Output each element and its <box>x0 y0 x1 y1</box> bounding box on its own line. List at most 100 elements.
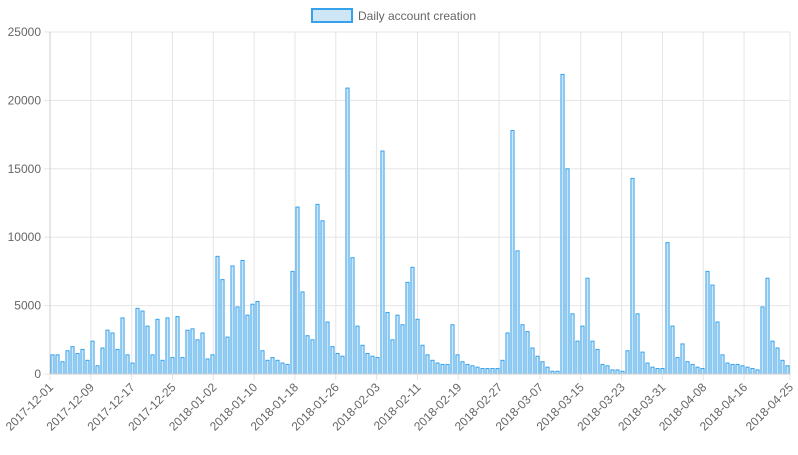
bar[interactable] <box>735 363 740 375</box>
bar[interactable] <box>415 318 420 375</box>
bar[interactable] <box>400 324 405 375</box>
bar[interactable] <box>380 150 385 375</box>
bar[interactable] <box>510 130 515 375</box>
bar[interactable] <box>685 361 690 375</box>
bar[interactable] <box>230 265 235 375</box>
bar[interactable] <box>705 270 710 375</box>
bar[interactable] <box>315 203 320 375</box>
bar[interactable] <box>245 314 250 375</box>
bar[interactable] <box>455 354 460 375</box>
bar[interactable] <box>190 328 195 375</box>
bar[interactable] <box>270 357 275 375</box>
bar[interactable] <box>495 368 500 375</box>
bar[interactable] <box>695 366 700 375</box>
bar[interactable] <box>500 359 505 375</box>
bar[interactable] <box>360 344 365 375</box>
bar[interactable] <box>265 359 270 375</box>
bar[interactable] <box>235 306 240 375</box>
bar[interactable] <box>65 350 70 375</box>
bar[interactable] <box>60 361 65 375</box>
bar[interactable] <box>320 220 325 375</box>
bar[interactable] <box>290 270 295 375</box>
bar[interactable] <box>145 325 150 375</box>
bar[interactable] <box>375 357 380 375</box>
bar[interactable] <box>305 335 310 375</box>
bar[interactable] <box>700 368 705 375</box>
bar[interactable] <box>160 359 165 375</box>
bar[interactable] <box>765 277 770 375</box>
bar[interactable] <box>460 361 465 375</box>
bar[interactable] <box>520 324 525 375</box>
bar[interactable] <box>185 329 190 375</box>
bar[interactable] <box>95 365 100 375</box>
bar[interactable] <box>175 316 180 375</box>
bar[interactable] <box>340 355 345 375</box>
bar[interactable] <box>150 354 155 375</box>
bar[interactable] <box>580 325 585 375</box>
bar[interactable] <box>55 354 60 375</box>
bar[interactable] <box>390 339 395 375</box>
bar[interactable] <box>525 331 530 375</box>
bar[interactable] <box>310 339 315 375</box>
bar[interactable] <box>540 361 545 375</box>
bar[interactable] <box>680 343 685 375</box>
bar[interactable] <box>215 255 220 375</box>
bar[interactable] <box>260 350 265 375</box>
bar[interactable] <box>395 314 400 375</box>
bar[interactable] <box>725 362 730 375</box>
bar[interactable] <box>615 369 620 375</box>
bar[interactable] <box>200 332 205 375</box>
bar[interactable] <box>440 363 445 375</box>
bar[interactable] <box>330 346 335 375</box>
bar[interactable] <box>135 307 140 375</box>
legend-label[interactable]: Daily account creation <box>358 9 476 23</box>
bar[interactable] <box>565 168 570 375</box>
bar[interactable] <box>665 242 670 375</box>
bar[interactable] <box>425 354 430 375</box>
bar[interactable] <box>345 87 350 375</box>
bar[interactable] <box>255 301 260 375</box>
bar[interactable] <box>740 365 745 375</box>
bar[interactable] <box>605 365 610 375</box>
bar[interactable] <box>535 355 540 375</box>
bar[interactable] <box>220 279 225 375</box>
bar[interactable] <box>585 277 590 375</box>
bar[interactable] <box>715 321 720 375</box>
bar[interactable] <box>105 329 110 375</box>
bar[interactable] <box>125 354 130 375</box>
bar[interactable] <box>470 365 475 375</box>
bar[interactable] <box>365 352 370 375</box>
bar[interactable] <box>430 359 435 375</box>
bar[interactable] <box>650 366 655 375</box>
bar[interactable] <box>485 368 490 375</box>
bar[interactable] <box>655 368 660 375</box>
bar[interactable] <box>445 363 450 375</box>
bar[interactable] <box>660 368 665 375</box>
bar[interactable] <box>505 332 510 375</box>
bar[interactable] <box>85 359 90 375</box>
bar[interactable] <box>100 347 105 375</box>
bar[interactable] <box>570 313 575 375</box>
bar[interactable] <box>595 348 600 375</box>
bar[interactable] <box>710 284 715 375</box>
bar[interactable] <box>675 357 680 375</box>
bar[interactable] <box>625 350 630 375</box>
bar[interactable] <box>635 313 640 375</box>
bar[interactable] <box>545 366 550 375</box>
bar[interactable] <box>530 347 535 375</box>
bar[interactable] <box>560 73 565 375</box>
bar[interactable] <box>405 281 410 375</box>
bar[interactable] <box>780 359 785 375</box>
bar[interactable] <box>75 352 80 375</box>
bar[interactable] <box>575 340 580 375</box>
bar[interactable] <box>590 340 595 375</box>
bar[interactable] <box>70 346 75 375</box>
bar[interactable] <box>165 317 170 375</box>
bar[interactable] <box>195 339 200 375</box>
bar[interactable] <box>720 354 725 375</box>
bar[interactable] <box>730 363 735 375</box>
bar[interactable] <box>785 365 790 375</box>
bar[interactable] <box>775 347 780 375</box>
bar[interactable] <box>370 355 375 375</box>
bar[interactable] <box>180 357 185 375</box>
